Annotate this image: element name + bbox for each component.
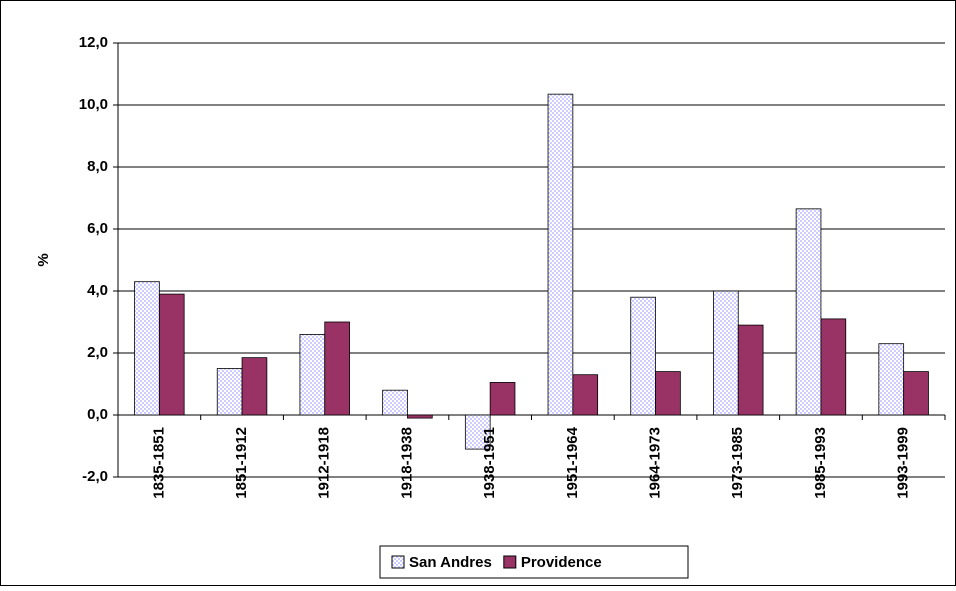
x-tick-label: 1964-1973 (647, 427, 664, 499)
bar (299, 333, 326, 416)
y-tick-label: -2,0 (82, 468, 108, 485)
y-tick-label: 12,0 (79, 34, 108, 51)
y-tick-label: 0,0 (87, 406, 108, 423)
x-tick-label: 1918-1938 (398, 427, 415, 499)
x-tick-label: 1912-1918 (316, 427, 333, 499)
bar (324, 321, 350, 416)
bar (630, 296, 656, 416)
x-tick-label: 1938-1951 (481, 427, 498, 499)
legend-box (379, 545, 689, 579)
x-tick-label: 1985-1993 (812, 427, 829, 499)
y-axis-label: % (35, 253, 52, 266)
y-tick-label: 10,0 (79, 96, 108, 113)
x-tick-label: 1835-1851 (150, 427, 167, 499)
legend-swatch (391, 555, 405, 569)
y-tick-label: 6,0 (87, 220, 108, 237)
bar (820, 318, 847, 416)
x-tick-label: 1951-1964 (564, 426, 581, 498)
bar (407, 414, 433, 419)
bar (489, 382, 516, 416)
x-tick-label: 1973-1985 (729, 427, 746, 499)
bar (382, 389, 408, 416)
x-tick-label: 1851-1912 (233, 427, 250, 499)
bar (158, 293, 185, 416)
bar (216, 368, 243, 416)
legend-label: San Andres (409, 554, 492, 571)
legend-label: Providence (521, 554, 602, 571)
bar (795, 208, 822, 416)
bar (878, 343, 905, 416)
bar (547, 93, 574, 416)
bar (134, 281, 160, 416)
y-tick-label: 8,0 (87, 158, 108, 175)
y-tick-label: 2,0 (87, 344, 108, 361)
bar (713, 290, 739, 416)
bar (572, 374, 599, 416)
y-tick-label: 4,0 (87, 282, 108, 299)
bar (737, 324, 764, 416)
bar (655, 371, 681, 416)
bar (903, 371, 929, 416)
bar (464, 414, 491, 450)
x-tick-label: 1993-1999 (895, 427, 912, 499)
legend-swatch (503, 555, 517, 569)
bar (241, 357, 268, 416)
